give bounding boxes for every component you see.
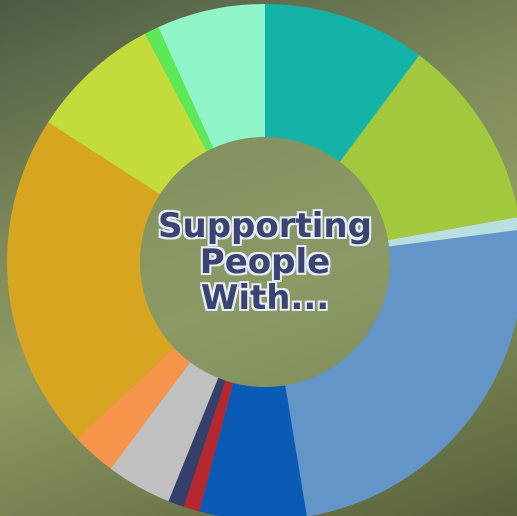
center-title: Supporting People With... xyxy=(158,206,372,318)
donut-segment xyxy=(110,362,219,502)
donut-segment xyxy=(265,4,420,162)
donut-segment xyxy=(144,27,214,152)
donut-segment xyxy=(199,382,307,516)
donut-segment xyxy=(183,380,234,512)
donut-segment xyxy=(48,33,207,195)
donut-segment xyxy=(339,55,517,241)
donut-segment xyxy=(158,4,265,149)
donut-segment xyxy=(388,217,517,247)
donut-hole xyxy=(140,137,390,387)
donut-segment xyxy=(7,122,174,439)
donut-segment xyxy=(285,230,517,516)
donut-segment xyxy=(168,377,226,507)
donut-segment xyxy=(76,347,191,469)
